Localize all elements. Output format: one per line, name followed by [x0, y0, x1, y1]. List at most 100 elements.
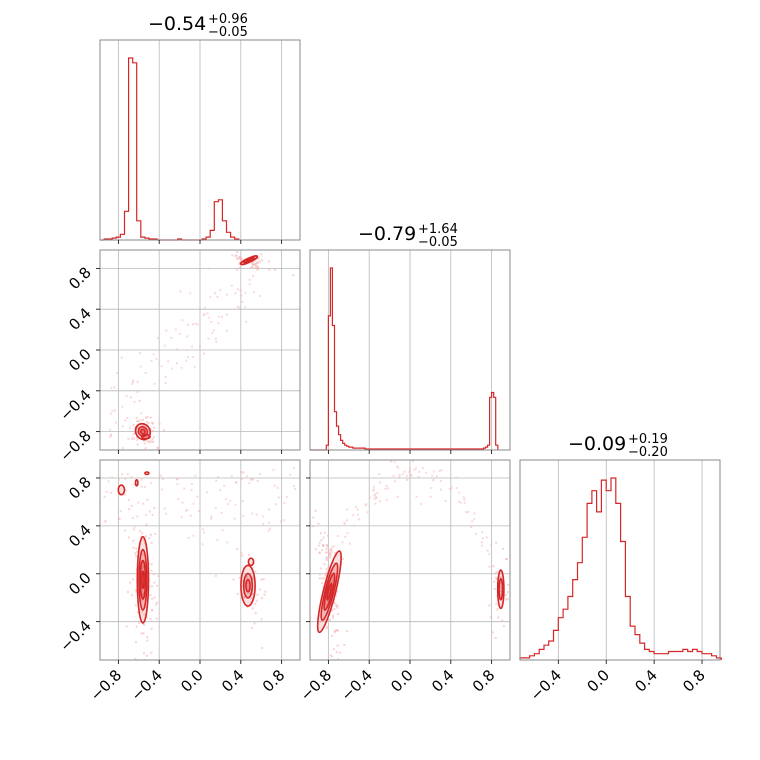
sample-point — [463, 501, 466, 504]
sample-point — [326, 545, 329, 548]
sample-point — [233, 517, 236, 520]
sample-point — [409, 468, 411, 471]
sample-point — [125, 394, 128, 397]
sample-point — [248, 553, 250, 556]
sample-point — [326, 625, 329, 628]
sample-point — [258, 260, 261, 263]
sample-point — [147, 422, 150, 425]
sample-point — [132, 424, 135, 426]
sample-point — [196, 495, 199, 498]
panels: −0.8−0.40.00.40.8−0.40.00.40.8−0.8 −0.4 0.… — [56, 39, 722, 705]
sample-point — [240, 471, 243, 473]
sample-point — [413, 468, 416, 471]
sample-point — [139, 365, 142, 368]
sample-point — [144, 447, 147, 450]
sample-point — [121, 473, 123, 476]
sample-point — [145, 662, 147, 664]
sample-point — [431, 474, 434, 477]
sample-point — [254, 570, 257, 573]
sample-point — [121, 405, 124, 408]
sample-point — [241, 300, 244, 303]
sample-point — [186, 508, 189, 511]
sample-point — [373, 485, 375, 488]
sample-point — [163, 344, 166, 347]
sample-point — [334, 552, 336, 555]
sample-point — [118, 478, 120, 481]
sample-point — [256, 593, 259, 596]
sample-point — [114, 409, 117, 412]
sample-point — [144, 372, 147, 374]
sample-point — [235, 257, 238, 260]
sample-point — [220, 511, 223, 514]
sample-point — [235, 268, 238, 271]
sample-point — [150, 569, 153, 572]
sample-point — [374, 493, 377, 496]
sample-point — [153, 581, 156, 584]
hist-panel-2 — [309, 249, 511, 451]
sample-point — [343, 521, 346, 524]
sample-point — [245, 475, 248, 478]
sample-point — [385, 484, 388, 487]
sample-point — [240, 551, 243, 554]
y-tick-label: 0.0 — [65, 569, 95, 599]
sample-point — [317, 544, 320, 547]
sample-point — [364, 504, 367, 507]
sample-point — [136, 391, 139, 394]
sample-point — [187, 323, 190, 326]
sample-point — [136, 611, 139, 614]
sample-point — [251, 576, 254, 579]
sample-point — [136, 550, 139, 553]
sample-point — [149, 533, 152, 536]
sample-point — [249, 591, 252, 594]
sample-point — [151, 609, 154, 612]
sample-point — [376, 492, 379, 495]
sample-point — [384, 487, 387, 490]
sample-point — [285, 496, 288, 499]
contour-level — [140, 570, 145, 590]
sample-point — [255, 265, 258, 268]
sample-point — [473, 518, 476, 521]
x-tick-label: 0.0 — [583, 666, 613, 696]
sample-point — [143, 442, 146, 445]
sample-point — [254, 262, 257, 265]
sample-point — [174, 328, 177, 331]
sample-point — [335, 605, 338, 607]
sample-point — [214, 337, 217, 340]
sample-point — [142, 423, 145, 426]
sample-point — [243, 596, 246, 599]
sample-point — [275, 503, 278, 506]
sample-point — [130, 504, 133, 507]
sample-point — [238, 263, 241, 266]
sample-point — [495, 603, 498, 606]
sample-point — [244, 576, 247, 579]
scatter-panel-3-1 — [99, 459, 301, 664]
sample-point — [408, 471, 411, 474]
sample-point — [455, 487, 458, 489]
sample-point — [126, 473, 129, 476]
sample-point — [143, 486, 146, 488]
sample-point — [397, 466, 400, 469]
sample-point — [324, 531, 326, 534]
sample-point — [366, 511, 369, 514]
sample-point — [251, 261, 254, 264]
sample-point — [190, 489, 193, 491]
sample-point — [494, 572, 497, 575]
sample-point — [132, 539, 135, 542]
sample-point — [251, 266, 254, 269]
sample-point — [486, 549, 489, 552]
sample-point — [157, 446, 160, 449]
sample-point — [329, 619, 331, 622]
sample-point — [151, 438, 154, 441]
sample-point — [209, 296, 212, 299]
hist-panel-1 — [99, 39, 301, 241]
contour-level — [320, 562, 339, 621]
sample-point — [436, 475, 438, 477]
sample-point — [346, 519, 348, 522]
sample-point — [181, 319, 184, 322]
sample-point — [323, 577, 326, 579]
sample-point — [111, 409, 114, 412]
sample-point — [253, 259, 256, 262]
sample-point — [176, 362, 178, 365]
sample-point — [324, 603, 327, 606]
sample-point — [214, 507, 217, 510]
